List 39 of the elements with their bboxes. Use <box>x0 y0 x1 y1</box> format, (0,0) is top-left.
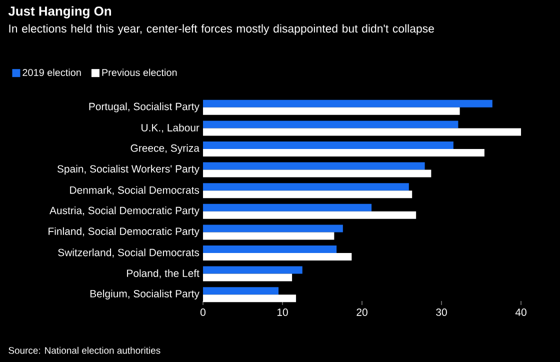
bar <box>203 141 454 149</box>
y-tick-label: Belgium, Socialist Party <box>90 290 200 300</box>
y-tick-label: Austria, Social Democratic Party <box>50 206 200 216</box>
y-tick-label: Denmark, Social Democrats <box>70 186 200 196</box>
bar <box>203 107 460 115</box>
x-tick-label: 30 <box>436 308 447 316</box>
bar <box>203 128 522 136</box>
bar <box>203 232 334 240</box>
y-tick-label: Switzerland, Social Democrats <box>58 248 200 258</box>
bar <box>203 162 425 170</box>
y-tick-label: Spain, Socialist Workers' Party <box>57 164 200 175</box>
bar <box>203 100 492 108</box>
bar <box>203 183 409 191</box>
bar <box>203 266 302 274</box>
y-tick-label: Finland, Social Democratic Party <box>48 227 200 238</box>
source-note: Source: National election authorities <box>8 346 160 354</box>
x-tick-label: 0 <box>200 308 206 316</box>
bar <box>203 211 416 219</box>
y-tick-label: Poland, the Left <box>127 269 200 278</box>
y-tick-label: Portugal, Socialist Party <box>89 102 200 112</box>
bar <box>203 204 372 212</box>
bar <box>203 224 343 232</box>
bar <box>203 245 337 253</box>
bar <box>203 252 352 260</box>
legend-label: 2019 election <box>22 68 81 76</box>
bar <box>203 148 484 156</box>
x-tick-label: 40 <box>515 308 526 316</box>
legend-label: Previous election <box>102 68 177 76</box>
bar <box>203 274 292 282</box>
x-tick-label: 20 <box>356 308 368 316</box>
bar <box>203 190 412 198</box>
chart-subtitle: In elections held this year, center-left forces mostly disappointed but didn't collapse <box>9 24 434 35</box>
bar <box>203 120 458 128</box>
text: Just Hanging On <box>8 6 112 18</box>
bar <box>203 287 279 295</box>
bar <box>203 170 432 178</box>
y-tick-label: Greece, Syriza <box>130 144 200 154</box>
x-tick-label: 10 <box>277 308 288 316</box>
y-tick-label: U.K., Labour <box>142 124 200 133</box>
